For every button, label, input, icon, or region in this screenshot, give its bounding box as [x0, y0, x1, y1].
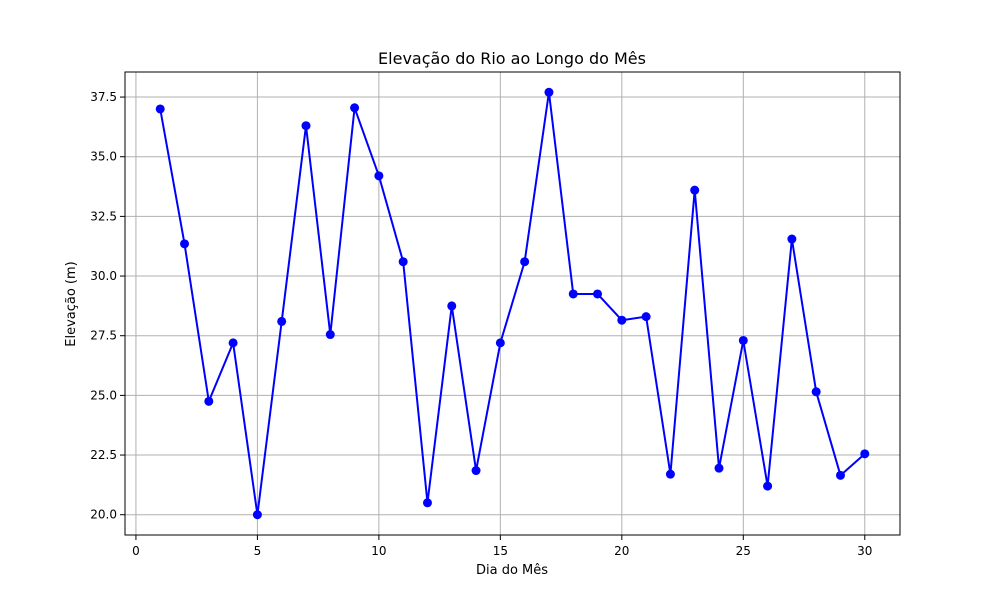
data-point [350, 103, 360, 113]
data-point [714, 463, 724, 473]
y-tick-label: 37.5 [90, 90, 117, 104]
data-point [252, 510, 262, 520]
data-point [617, 315, 627, 325]
axes-layer: 0 5 10 15 20 25 30 20.0 22.5 25.0 27.5 30.0 32.5 35.0… [90, 71, 901, 558]
data-point [763, 481, 773, 491]
data-point [641, 312, 651, 322]
x-axis-label: Dia do Mês [476, 563, 548, 578]
x-tick-label: 5 [254, 544, 262, 558]
data-point [860, 449, 870, 459]
data-point [301, 121, 311, 131]
x-tick-label: 15 [493, 544, 508, 558]
chart-title: Elevação do Rio ao Longo do Mês [378, 49, 646, 68]
data-point [325, 330, 335, 340]
data-point [544, 87, 554, 97]
x-tick-label: 10 [371, 544, 386, 558]
y-tick-label: 20.0 [90, 508, 117, 522]
x-tick-label: 20 [614, 544, 629, 558]
y-tick-label: 25.0 [90, 388, 117, 402]
data-point [228, 338, 238, 348]
series-layer [155, 87, 870, 520]
data-point [155, 104, 165, 114]
data-point [204, 396, 214, 406]
y-tick-label: 35.0 [90, 150, 117, 164]
data-point [787, 234, 797, 244]
y-tick-label: 22.5 [90, 448, 117, 462]
data-point [811, 387, 821, 397]
data-point [447, 301, 457, 311]
y-tick-label: 27.5 [90, 329, 117, 343]
data-point [277, 316, 287, 326]
plot-frame [124, 71, 901, 536]
data-point [690, 185, 700, 195]
data-point [835, 470, 845, 480]
y-tick-label: 32.5 [90, 209, 117, 223]
data-point [738, 335, 748, 345]
data-point [374, 171, 384, 181]
data-point [495, 338, 505, 348]
data-point [568, 289, 578, 299]
data-point [593, 289, 603, 299]
y-tick-label: 30.0 [90, 269, 117, 283]
y-axis-label: Elevação (m) [64, 261, 79, 347]
data-point [180, 239, 190, 249]
data-point [422, 498, 432, 508]
data-point [398, 257, 408, 267]
x-tick-label: 25 [736, 544, 751, 558]
data-point [471, 466, 481, 476]
grid-layer [125, 72, 900, 535]
x-tick-label: 0 [132, 544, 140, 558]
data-point [665, 469, 675, 479]
x-tick-label: 30 [857, 544, 872, 558]
data-point [520, 257, 530, 267]
series-line [159, 91, 866, 516]
